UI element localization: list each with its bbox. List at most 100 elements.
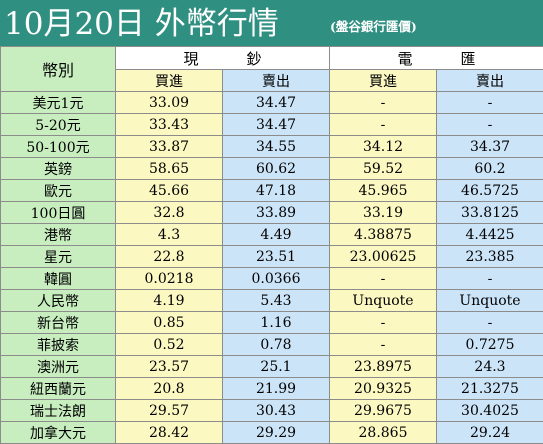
remit-sell-value: 4.4425: [436, 223, 543, 246]
remit-sell-value: -: [436, 91, 543, 114]
cash-buy-value: 0.52: [115, 333, 223, 356]
remit-sell-value: 29.24: [436, 421, 543, 444]
cash-sell-value: 47.18: [222, 179, 330, 202]
table-row: 港幣 4.3 4.49 4.38875 4.4425: [0, 223, 543, 246]
currency-name: 100日圓: [0, 201, 116, 224]
remit-sell-value: 0.7275: [436, 333, 543, 356]
cash-buy-value: 22.8: [115, 245, 223, 268]
remit-sell-value: -: [436, 267, 543, 290]
remit-sell-value: 21.3275: [436, 377, 543, 400]
currency-name: 星元: [0, 245, 116, 268]
remit-header-left: 電: [397, 49, 413, 68]
table-row: 星元 22.8 23.51 23.00625 23.385: [0, 245, 543, 268]
cash-sell-value: 23.51: [222, 245, 330, 268]
remit-sell-value: 60.2: [436, 157, 543, 180]
currency-name: 紐西蘭元: [0, 377, 116, 400]
table-row: 英鎊 58.65 60.62 59.52 60.2: [0, 157, 543, 180]
cash-buy-value: 29.57: [115, 399, 223, 422]
remit-buy-value: 34.12: [329, 135, 437, 158]
cash-buy-value: 4.3: [115, 223, 223, 246]
currency-name: 5-20元: [0, 113, 116, 136]
remit-buy-value: Unquote: [329, 289, 437, 312]
remit-buy-value: -: [329, 113, 437, 136]
remit-buy-value: 45.965: [329, 179, 437, 202]
cash-buy-value: 23.57: [115, 355, 223, 378]
remit-sell-value: 30.4025: [436, 399, 543, 422]
cash-sell-value: 1.16: [222, 311, 330, 334]
table-row: 人民幣 4.19 5.43 Unquote Unquote: [0, 289, 543, 312]
remit-buy-value: 20.9325: [329, 377, 437, 400]
cash-sell-value: 5.43: [222, 289, 330, 312]
currency-name: 韓圓: [0, 267, 116, 290]
cash-sell-value: 21.99: [222, 377, 330, 400]
bank-source-label: (盤谷銀行匯價): [330, 19, 417, 34]
sub-header-row: 買進 賣出 買進 賣出: [1, 69, 543, 92]
cash-sell-value: 34.47: [222, 91, 330, 114]
cash-buy-value: 0.85: [115, 311, 223, 334]
remit-sell-value: -: [436, 113, 543, 136]
remit-sell-header: 賣出: [436, 69, 543, 92]
cash-sell-value: 0.0366: [222, 267, 330, 290]
remit-sell-value: 34.37: [436, 135, 543, 158]
cash-sell-value: 33.89: [222, 201, 330, 224]
exchange-rate-table: 幣別 現鈔 電匯 買進 賣出 買進 賣出 美元1元 33.09 34.47- -5-2…: [0, 46, 543, 444]
currency-name: 新台幣: [0, 311, 116, 334]
table-row: 新台幣 0.85 1.16- -: [0, 311, 543, 334]
remit-buy-value: -: [329, 267, 437, 290]
remit-sell-value: 24.3: [436, 355, 543, 378]
cash-buy-header: 買進: [115, 69, 223, 92]
cash-sell-value: 34.55: [222, 135, 330, 158]
remit-buy-value: 33.19: [329, 201, 437, 224]
cash-sell-value: 60.62: [222, 157, 330, 180]
remit-buy-header: 買進: [329, 69, 437, 92]
cash-buy-value: 33.43: [115, 113, 223, 136]
cash-buy-value: 28.42: [115, 421, 223, 444]
table-row: 5-20元 33.43 34.47- -: [0, 113, 543, 136]
currency-name: 港幣: [0, 223, 116, 246]
cash-sell-value: 4.49: [222, 223, 330, 246]
table-row: 100日圓 32.8 33.89 33.19 33.8125: [0, 201, 543, 224]
page-title: 10月20日 外幣行情: [4, 6, 279, 42]
remit-sell-value: 33.8125: [436, 201, 543, 224]
table-row: 澳洲元 23.57 25.1 23.8975 24.3: [0, 355, 543, 378]
cash-buy-value: 45.66: [115, 179, 223, 202]
remit-buy-value: -: [329, 311, 437, 334]
currency-name: 歐元: [0, 179, 116, 202]
currency-name: 菲披索: [0, 333, 116, 356]
currency-name: 瑞士法朗: [0, 399, 116, 422]
group-header-row: 幣別 現 鈔 電匯: [0, 46, 543, 92]
cash-buy-value: 4.19: [115, 289, 223, 312]
table-row: 瑞士法朗 29.57 30.43 29.9675 30.4025: [0, 399, 543, 422]
remit-sell-value: Unquote: [436, 289, 543, 312]
remit-buy-value: 23.8975: [329, 355, 437, 378]
cash-header-left: 現: [183, 49, 199, 68]
cash-buy-value: 20.8: [115, 377, 223, 400]
cash-buy-value: 32.8: [115, 201, 223, 224]
currency-name: 人民幣: [0, 289, 116, 312]
currency-name: 美元1元: [0, 91, 116, 114]
remit-buy-value: 29.9675: [329, 399, 437, 422]
cash-sell-value: 30.43: [222, 399, 330, 422]
cash-sell-value: 0.78: [222, 333, 330, 356]
remit-buy-value: 23.00625: [329, 245, 437, 268]
cash-buy-value: 33.09: [115, 91, 223, 114]
table-row: 加拿大元 28.42 29.29 28.865 29.24: [0, 421, 543, 444]
currency-name: 澳洲元: [0, 355, 116, 378]
cash-sell-value: 25.1: [222, 355, 330, 378]
cash-buy-value: 0.0218: [115, 267, 223, 290]
table-row: 韓圓 0.0218 0.0366- -: [0, 267, 543, 290]
currency-name: 英鎊: [0, 157, 116, 180]
table-row: 紐西蘭元 20.8 21.99 20.9325 21.3275: [0, 377, 543, 400]
cash-buy-value: 33.87: [115, 135, 223, 158]
remit-sell-value: 23.385: [436, 245, 543, 268]
remit-group-header: 電匯: [329, 46, 543, 70]
table-row: 美元1元 33.09 34.47- -: [0, 91, 543, 114]
table-row: 菲披索 0.52 0.78-0.7275: [0, 333, 543, 356]
cash-sell-value: 34.47: [222, 113, 330, 136]
cash-buy-value: 58.65: [115, 157, 223, 180]
remit-sell-value: -: [436, 311, 543, 334]
remit-buy-value: -: [329, 91, 437, 114]
cash-header-right: 鈔: [246, 49, 262, 68]
currency-column-header: 幣別: [0, 46, 116, 92]
